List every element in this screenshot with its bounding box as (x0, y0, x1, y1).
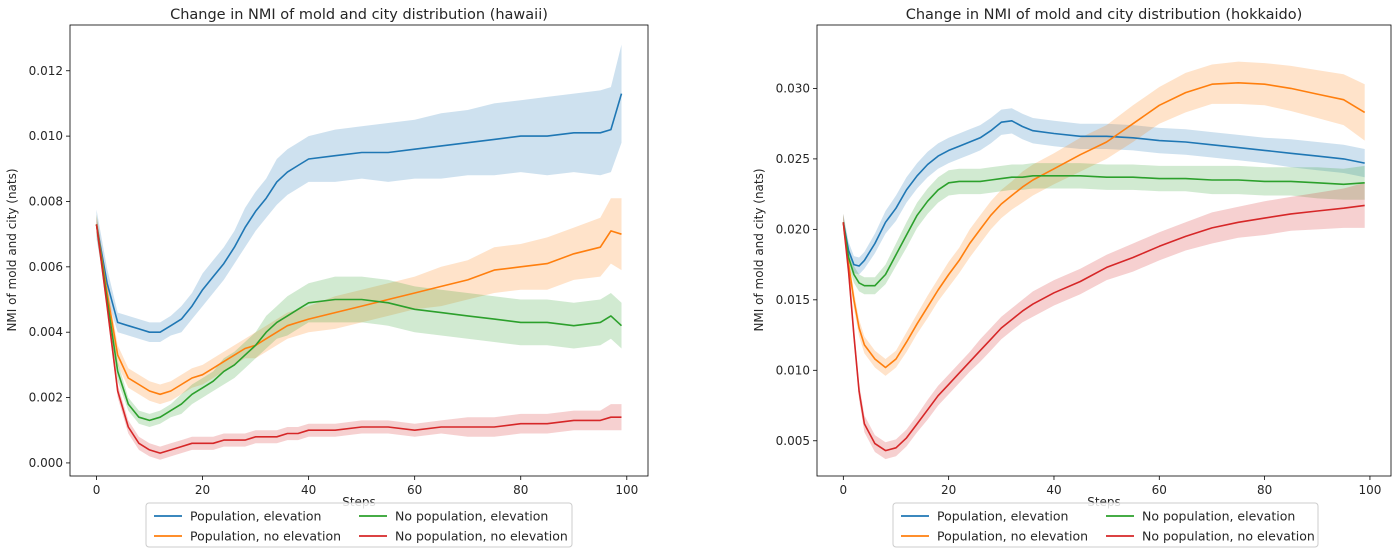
confidence-band-2 (96, 214, 622, 427)
y-tick-label: 0.010 (776, 363, 810, 377)
legend-box (892, 502, 1319, 548)
y-tick-label: 0.012 (29, 64, 63, 78)
x-tick-label: 100 (1358, 483, 1381, 497)
y-tick-label: 0.010 (29, 129, 63, 143)
y-tick-label: 0.005 (776, 434, 810, 448)
y-tick-label: 0.015 (776, 293, 810, 307)
series-line-0 (842, 120, 1365, 267)
legend-label-3: No population, no elevation (395, 529, 568, 544)
x-tick-label: 0 (840, 483, 848, 497)
series-line-1 (95, 224, 622, 396)
x-tick-label: 40 (301, 483, 316, 497)
series-line-3 (95, 224, 622, 454)
y-axis-label: NMI of mold and city (nats) (752, 168, 766, 331)
x-tick-label: 60 (407, 483, 422, 497)
confidence-band-0 (96, 44, 622, 342)
chart-panel-hokkaido: Change in NMI of mold and city distribut… (752, 7, 1392, 548)
confidence-band-0 (843, 108, 1365, 275)
plot-area (95, 44, 623, 460)
confidence-band-2 (843, 163, 1365, 295)
axes-frame (69, 24, 649, 477)
legend-label-1: Population, no elevation (937, 529, 1088, 544)
series-line-3 (842, 204, 1365, 452)
y-tick-label: 0.020 (776, 222, 810, 236)
x-tick-label: 80 (513, 483, 528, 497)
x-tick-label: 20 (195, 483, 210, 497)
y-tick-label: 0.000 (29, 456, 63, 470)
y-tick-label: 0.030 (776, 81, 810, 95)
x-tick-label: 60 (1152, 483, 1167, 497)
legend: Population, elevation Population, no elev… (145, 502, 573, 548)
legend-box (145, 502, 573, 548)
y-axis-label: NMI of mold and city (nats) (5, 168, 19, 331)
chart-title: Change in NMI of mold and city distribut… (906, 7, 1303, 23)
x-tick-label: 100 (615, 483, 638, 497)
y-tick-label: 0.002 (29, 391, 63, 405)
y-tick-label: 0.006 (29, 260, 63, 274)
y-tick-label: 0.004 (29, 325, 63, 339)
legend-label-1: Population, no elevation (190, 529, 341, 544)
confidence-band-3 (843, 182, 1365, 460)
legend-label-2: No population, elevation (1142, 509, 1295, 524)
x-tick-label: 20 (941, 483, 956, 497)
chart-title: Change in NMI of mold and city distribut… (170, 7, 548, 23)
legend-label-0: Population, elevation (190, 509, 321, 524)
y-tick-label: 0.008 (29, 194, 63, 208)
legend-label-3: No population, no elevation (1142, 529, 1315, 544)
series-line-2 (842, 175, 1365, 287)
plot-area (842, 61, 1366, 460)
legend: Population, elevation Population, no elev… (892, 502, 1319, 548)
y-tick-label: 0.025 (776, 152, 810, 166)
confidence-band-1 (96, 198, 622, 405)
series-line-2 (95, 224, 623, 422)
legend-label-0: Population, elevation (937, 509, 1068, 524)
axes-frame (816, 24, 1392, 477)
x-tick-label: 40 (1046, 483, 1061, 497)
legend-label-2: No population, elevation (395, 509, 548, 524)
x-tick-label: 80 (1257, 483, 1272, 497)
chart-panel-hawaii: Change in NMI of mold and city distribut… (5, 7, 649, 548)
series-line-1 (842, 82, 1366, 369)
x-tick-label: 0 (93, 483, 101, 497)
series-line-0 (95, 93, 623, 333)
